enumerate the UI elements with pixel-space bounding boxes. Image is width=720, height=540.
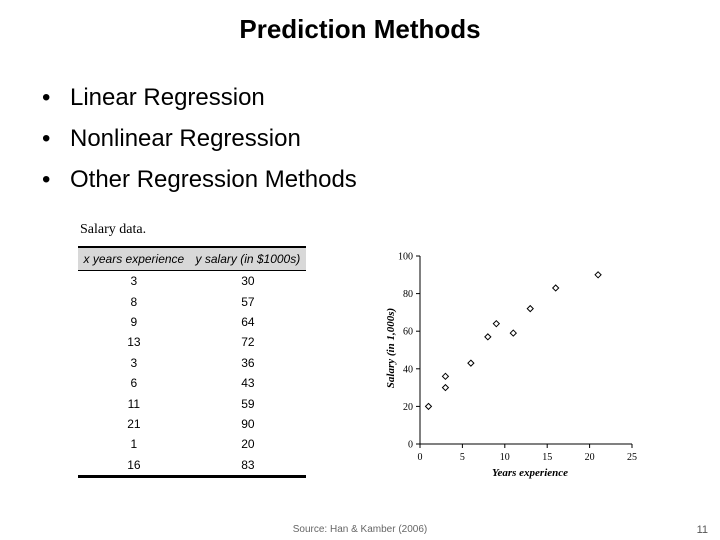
data-point — [551, 284, 560, 292]
data-point — [509, 329, 517, 337]
cell-x: 3 — [130, 355, 138, 370]
cell-x: 16 — [78, 454, 190, 478]
cell-y: 43 — [241, 376, 255, 391]
table-row: 11 59 — [78, 393, 306, 413]
cell-x: 9 — [130, 314, 138, 329]
table-row: 21 90 — [78, 414, 306, 434]
cell-x: 6 — [130, 376, 138, 391]
chart-ticks: 0 5 10 15 20 25 0 20 40 60 80 100 — [398, 252, 637, 464]
x-tick-label: 0 — [418, 452, 423, 463]
bullet-text: Linear Regression — [70, 84, 265, 111]
bullet-item: • Other Regression Methods — [42, 164, 357, 205]
bullet-marker: • — [42, 84, 51, 111]
cell-y: 36 — [241, 355, 255, 370]
data-point — [594, 271, 602, 279]
cell-x: 1 — [130, 437, 138, 452]
table-row: 1 20 — [78, 434, 306, 454]
data-point — [467, 359, 475, 367]
chart-points — [424, 271, 602, 411]
bullet-text: Other Regression Methods — [70, 166, 357, 193]
cell-y: 83 — [189, 454, 306, 478]
x-tick-label: 20 — [585, 452, 595, 463]
cell-y: 57 — [241, 294, 255, 309]
y-tick-label: 0 — [408, 440, 413, 451]
salary-table: x years experience y salary (in $1000s) … — [78, 246, 306, 478]
y-tick-label: 60 — [403, 327, 413, 338]
data-point — [484, 333, 492, 341]
cell-x: 8 — [130, 294, 138, 309]
chart-axes — [419, 256, 632, 445]
table-caption: Salary data. — [80, 222, 147, 237]
source-note: Source: Han & Kamber (2006) — [292, 524, 428, 535]
table-row: 6 43 — [78, 373, 306, 393]
cell-x: 21 — [127, 416, 141, 431]
slide-title: Prediction Methods — [239, 14, 481, 44]
cell-x: 3 — [130, 274, 138, 289]
y-tick-label: 80 — [403, 289, 413, 300]
x-tick-label: 25 — [627, 452, 637, 463]
bullet-marker: • — [42, 125, 51, 152]
data-point — [441, 383, 450, 392]
table-row: 3 30 — [78, 271, 306, 292]
cell-y: 59 — [241, 396, 255, 411]
bullet-item: • Linear Regression — [42, 82, 357, 123]
cell-y: 64 — [241, 314, 255, 329]
cell-y: 20 — [241, 437, 255, 452]
table-row: 8 57 — [78, 291, 306, 311]
y-axis-label: Salary (in 1,000s) — [385, 308, 397, 388]
table-row: 3 36 — [78, 353, 306, 373]
data-point — [526, 304, 534, 313]
column-header-y: y salary (in $1000s) — [189, 246, 306, 271]
cell-y: 30 — [241, 274, 255, 289]
table-row: 9 64 — [78, 312, 306, 332]
page-number: 11 — [696, 524, 708, 536]
bullet-item: • Nonlinear Regression — [42, 123, 357, 164]
y-tick-label: 20 — [403, 402, 413, 413]
data-point — [424, 402, 433, 411]
bullet-marker: • — [42, 166, 51, 193]
bullet-text: Nonlinear Regression — [70, 125, 301, 152]
x-tick-label: 10 — [500, 452, 510, 463]
table-row: 13 72 — [78, 332, 306, 352]
table-row: 16 83 — [78, 454, 306, 478]
cell-x: 13 — [127, 335, 141, 350]
data-point — [441, 372, 450, 381]
bullet-list: • Linear Regression • Nonlinear Regression… — [42, 82, 357, 205]
x-axis-label: Years experience — [492, 467, 568, 479]
column-header-x: x years experience — [78, 246, 190, 271]
cell-x: 11 — [127, 396, 141, 411]
cell-y: 72 — [241, 335, 255, 350]
y-tick-label: 40 — [403, 364, 413, 375]
y-tick-label: 100 — [398, 252, 413, 263]
table-header-row: x years experience y salary (in $1000s) — [78, 246, 306, 271]
x-tick-label: 15 — [542, 452, 552, 463]
x-tick-label: 5 — [460, 452, 465, 463]
data-point — [492, 319, 501, 328]
cell-y: 90 — [241, 416, 255, 431]
